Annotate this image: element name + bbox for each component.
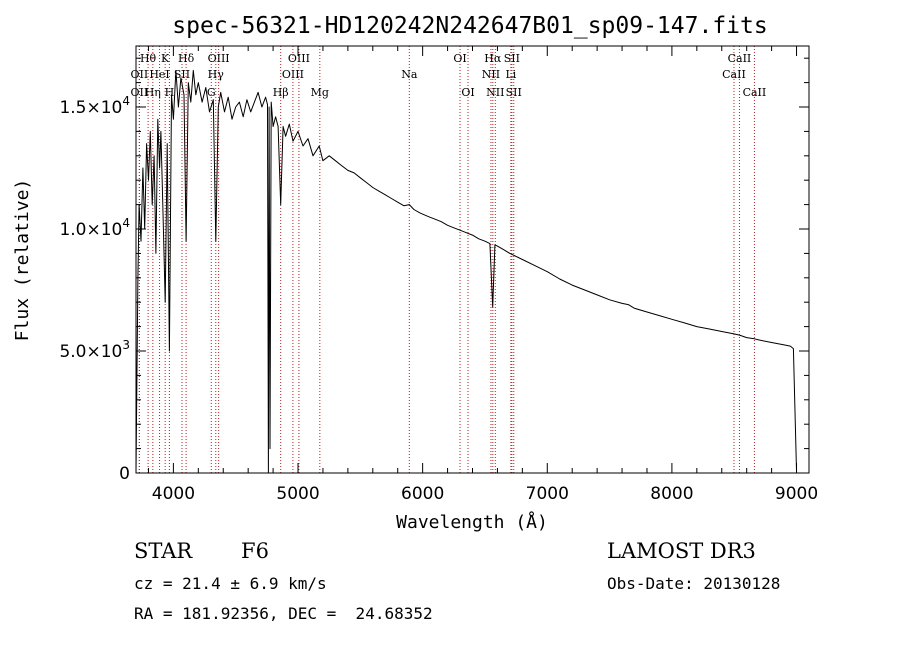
survey-name: LAMOST DR3 xyxy=(607,539,756,563)
spectral-line-label-23: NII xyxy=(486,86,504,99)
spectral-line-label-24: SII xyxy=(506,86,522,99)
spectral-line-label-14: OIII xyxy=(282,68,304,81)
y-tick-label-15000: 1.5×104 xyxy=(59,94,130,118)
spectral-line-label-25: CaII xyxy=(728,52,752,65)
spectral-line-label-4: K xyxy=(161,52,170,65)
spectral-line-label-26: CaII xyxy=(722,68,746,81)
observation-date: Obs-Date: 20130128 xyxy=(607,574,781,593)
plot-frame xyxy=(135,45,810,474)
spectral-line-label-13: OIII xyxy=(288,52,310,65)
spectral-line-label-7: SII xyxy=(174,68,190,81)
x-axis-label: Wavelength (Å) xyxy=(396,511,548,533)
series-line-flux xyxy=(135,69,797,474)
spectral-lines-layer xyxy=(138,46,755,473)
spectral-line-label-22: Li xyxy=(505,68,516,81)
coordinates: RA = 181.92356, DEC = 24.68352 xyxy=(134,604,433,623)
spectral-line-label-20: SII xyxy=(504,52,520,65)
series-layer xyxy=(135,69,797,474)
spectral-line-label-11: G xyxy=(207,86,216,99)
spectral-line-label-1: OII xyxy=(131,68,149,81)
spectral-line-label-2: OII xyxy=(131,86,149,99)
spectral-line-label-21: NII xyxy=(482,68,500,81)
spectral-line-label-10: Hγ xyxy=(208,68,225,81)
spectral-line-label-9: OIII xyxy=(208,52,230,65)
y-tick-label-5000: 5.0×103 xyxy=(59,338,130,362)
chart-title: spec-56321-HD120242N242647B01_sp09-147.f… xyxy=(172,13,767,39)
y-tick-label-0: 0 xyxy=(119,464,130,484)
spectral-line-label-8: Hδ xyxy=(178,52,195,65)
redshift-cz: cz = 21.4 ± 6.9 km/s xyxy=(134,574,327,593)
spectral-line-label-12: Hβ xyxy=(273,86,289,99)
spectral-line-label-0: Hθ xyxy=(140,52,157,65)
x-tick-label-6000: 6000 xyxy=(401,484,444,504)
spectral-line-label-5: HeI xyxy=(149,68,169,81)
x-tick-label-4000: 4000 xyxy=(152,484,195,504)
spectral-line-label-16: Na xyxy=(401,68,418,81)
spectral-line-label-15: Mg xyxy=(311,86,329,99)
spectral-line-label-27: CaII xyxy=(743,86,767,99)
spectral-line-label-3: Hη xyxy=(145,86,161,99)
x-tick-label-8000: 8000 xyxy=(650,484,693,504)
spectral-line-label-19: Hα xyxy=(484,52,502,65)
y-tick-label-10000: 1.0×104 xyxy=(59,216,130,240)
spectral-line-label-6: H xyxy=(165,86,175,99)
object-class: STAR xyxy=(134,539,193,563)
spectral-line-label-18: OI xyxy=(461,86,474,99)
x-tick-label-5000: 5000 xyxy=(276,484,319,504)
y-axis-label: Flux (relative) xyxy=(12,179,33,342)
x-tick-label-9000: 9000 xyxy=(775,484,818,504)
spectral-line-label-17: OI xyxy=(453,52,466,65)
axes-layer: 4000 5000 6000 7000 8000 9000 0 5.0×103 1.0×104 1… xyxy=(59,45,818,504)
x-tick-label-7000: 7000 xyxy=(526,484,569,504)
object-subclass: F6 xyxy=(241,539,269,563)
